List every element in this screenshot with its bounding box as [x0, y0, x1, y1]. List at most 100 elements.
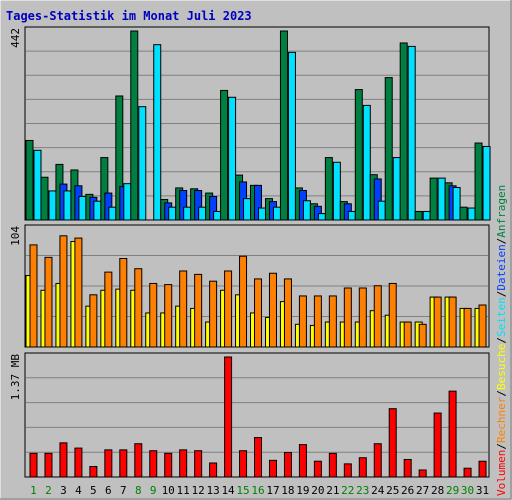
- x-tick-label: 25: [386, 484, 399, 497]
- x-tick-label: 6: [105, 484, 112, 497]
- bar-rechner-day-10: [164, 284, 173, 348]
- bar-rechner-day-4: [74, 237, 83, 348]
- bar-anfragen-day-14: [220, 89, 229, 221]
- x-tick-label: 14: [221, 484, 235, 497]
- bar-seiten-day-26: [407, 45, 416, 221]
- x-tick-label: 13: [206, 484, 219, 497]
- x-tick-label: 1: [30, 484, 37, 497]
- bar-volumen-day-13: [209, 462, 218, 478]
- bar-volumen-day-23: [358, 457, 367, 478]
- x-tick-label: 11: [177, 484, 190, 497]
- bar-seiten-day-24: [377, 200, 386, 221]
- bar-volumen-day-3: [59, 442, 68, 478]
- bar-volumen-day-8: [134, 443, 143, 478]
- bar-anfragen-day-25: [384, 77, 393, 221]
- bar-seiten-day-17: [272, 206, 281, 221]
- x-tick-label: 16: [251, 484, 264, 497]
- legend-item-seiten: Seiten: [495, 297, 508, 337]
- bar-volumen-day-16: [254, 437, 263, 478]
- requests-panel: 442: [9, 26, 491, 221]
- bar-seiten-day-8: [138, 106, 147, 221]
- chart-title: Tages-Statistik im Monat Juli 2023: [6, 9, 252, 23]
- bar-anfragen-day-30: [459, 206, 468, 221]
- volume-panel: 1.37 MB: [9, 352, 490, 478]
- x-tick-label: 2: [45, 484, 52, 497]
- bar-rechner-day-9: [149, 282, 158, 348]
- bar-volumen-day-14: [224, 356, 233, 478]
- legend-item-rechner: Rechner: [495, 396, 508, 443]
- legend-separator: /: [495, 443, 508, 450]
- bar-volumen-day-26: [403, 458, 412, 478]
- bar-volumen-day-24: [373, 443, 382, 478]
- x-tick-label: 21: [326, 484, 339, 497]
- bar-volumen-day-9: [149, 450, 158, 478]
- bar-volumen-day-21: [328, 452, 337, 478]
- bar-seiten-day-11: [183, 206, 192, 221]
- bar-volumen-day-19: [298, 444, 307, 478]
- bar-volumen-day-25: [388, 408, 397, 478]
- bar-seiten-day-27: [422, 210, 431, 221]
- bar-volumen-day-27: [418, 469, 427, 478]
- bar-volumen-day-11: [179, 449, 188, 478]
- bar-volumen-day-28: [433, 412, 442, 478]
- bar-rechner-day-6: [104, 271, 113, 348]
- x-tick-label: 23: [356, 484, 369, 497]
- bar-rechner-day-17: [268, 272, 277, 348]
- bar-volumen-day-30: [463, 467, 472, 478]
- bar-volumen-day-31: [478, 460, 487, 478]
- x-tick-label: 12: [192, 484, 205, 497]
- legend: Volumen/Rechner/Besuche/Seiten/Dateien/A…: [495, 185, 508, 496]
- bar-rechner-day-7: [119, 258, 128, 348]
- bar-seiten-day-28: [437, 177, 446, 221]
- bar-seiten-day-12: [198, 206, 207, 221]
- bar-rechner-day-18: [283, 278, 292, 348]
- bar-volumen-day-10: [164, 452, 173, 478]
- bar-rechner-day-2: [44, 256, 53, 348]
- legend-item-besuche: Besuche: [495, 344, 508, 390]
- bar-rechner-day-20: [313, 295, 322, 348]
- bar-rechner-day-22: [343, 287, 352, 348]
- bar-rechner-day-28: [433, 296, 442, 348]
- x-tick-label: 10: [162, 484, 175, 497]
- bar-rechner-day-24: [373, 285, 382, 348]
- visits-panel: 104: [9, 224, 490, 348]
- requests-ymax-label: 442: [9, 28, 22, 48]
- bar-seiten-day-9: [153, 44, 162, 221]
- bar-volumen-day-7: [119, 449, 128, 478]
- bar-volumen-day-2: [44, 452, 53, 478]
- bar-rechner-day-30: [463, 307, 472, 348]
- bar-anfragen-day-2: [40, 176, 49, 221]
- x-tick-label: 18: [281, 484, 294, 497]
- bar-volumen-day-6: [104, 449, 113, 478]
- x-tick-label: 4: [75, 484, 82, 497]
- bar-volumen-day-4: [74, 447, 83, 478]
- legend-separator: /: [495, 337, 508, 344]
- visits-ymax-label: 104: [9, 226, 22, 246]
- bar-rechner-day-21: [328, 295, 337, 348]
- legend-item-volumen: Volumen: [495, 450, 508, 496]
- x-tick-label: 19: [296, 484, 309, 497]
- bar-seiten-day-13: [213, 210, 222, 221]
- bar-rechner-day-29: [448, 296, 457, 348]
- bar-seiten-day-21: [332, 161, 341, 221]
- bar-volumen-day-17: [268, 459, 277, 478]
- x-tick-label: 27: [416, 484, 429, 497]
- bar-rechner-day-14: [224, 270, 233, 348]
- bar-rechner-day-19: [298, 295, 307, 348]
- bar-volumen-day-1: [29, 452, 38, 478]
- bar-seiten-day-29: [452, 187, 461, 221]
- bar-seiten-day-16: [258, 207, 267, 221]
- x-tick-label: 29: [446, 484, 459, 497]
- x-tick-label: 20: [311, 484, 324, 497]
- bar-rechner-day-1: [29, 244, 38, 348]
- bar-rechner-day-12: [194, 273, 203, 348]
- bar-seiten-day-18: [287, 51, 296, 221]
- volume-ymax-label: 1.37 MB: [9, 354, 22, 401]
- bar-volumen-day-29: [448, 390, 457, 478]
- legend-separator: /: [495, 390, 508, 397]
- legend-item-dateien: Dateien: [495, 244, 508, 290]
- bar-dateien-day-16: [254, 184, 263, 221]
- bar-seiten-day-31: [482, 145, 491, 221]
- bar-seiten-day-3: [63, 190, 72, 221]
